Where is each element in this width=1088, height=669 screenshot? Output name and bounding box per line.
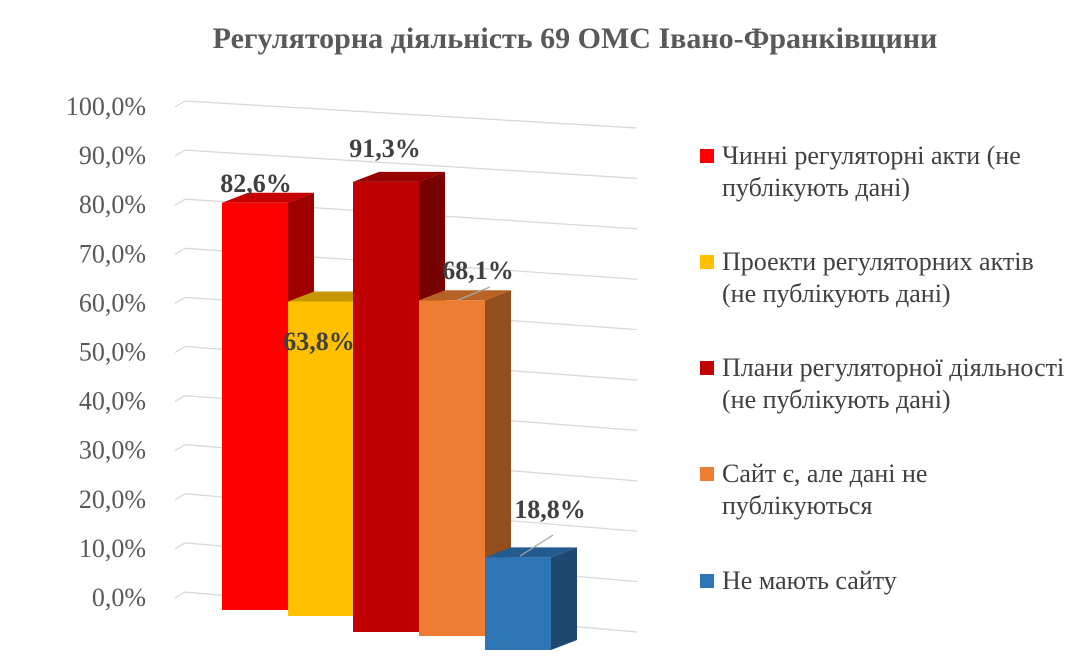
legend-swatch [700,255,714,269]
legend-label: Сайт є, але дані не публікуються [722,459,928,520]
gridline-side [174,149,186,157]
chart-title: Регуляторна діяльність 69 ОМС Івано-Фран… [212,22,938,55]
gridline-side [174,296,186,304]
bar-top [222,192,314,203]
y-tick-label: 80,0% [79,190,146,219]
bar [288,301,354,616]
y-tick-label: 20,0% [79,485,146,514]
legend-swatch [700,149,714,163]
gridline-side [174,444,186,452]
gridline-side [174,542,186,550]
data-label: 82,6% [220,169,292,198]
y-tick-label: 90,0% [79,141,146,170]
y-tick-label: 10,0% [79,534,146,563]
gridline [184,149,638,180]
legend-label: Плани регуляторної діяльності (не публік… [722,353,1065,414]
gridline-side [174,493,186,501]
legend-swatch [700,467,714,481]
y-tick-label: 0,0% [92,583,146,612]
bar-side [485,290,511,636]
bar-top [485,547,577,558]
y-tick-label: 50,0% [79,338,146,367]
data-label: 63,8% [283,327,355,356]
data-label: 91,3% [349,134,421,163]
bar [222,202,288,611]
bar-side [551,547,577,650]
bar [485,557,551,650]
bar-top [353,171,445,182]
legend-label: Проекти регуляторних актів (не публікуют… [722,247,1034,308]
bar-top [419,290,511,301]
gridline-side [174,395,186,403]
legend-swatch [700,574,714,588]
y-tick-label: 100,0% [66,92,146,121]
y-tick-label: 70,0% [79,239,146,268]
gridline [184,100,638,129]
legend-label: Не мають сайту [722,566,897,595]
y-tick-label: 60,0% [79,288,146,317]
data-label: 18,8% [514,495,586,524]
gridline-side [174,198,186,206]
leader-line [519,534,554,557]
legend-label: Чинні регуляторні акти (не публікують да… [722,141,1021,202]
bar [353,181,419,633]
y-tick-label: 30,0% [79,436,146,465]
gridline-side [174,247,186,255]
y-tick-label: 40,0% [79,387,146,416]
gridline-side [174,591,186,599]
data-label: 68,1% [442,256,514,285]
leader-line [457,286,491,301]
bar [419,300,485,636]
gridline-side [174,345,186,354]
legend-swatch [700,361,714,375]
gridline-side [174,100,186,108]
